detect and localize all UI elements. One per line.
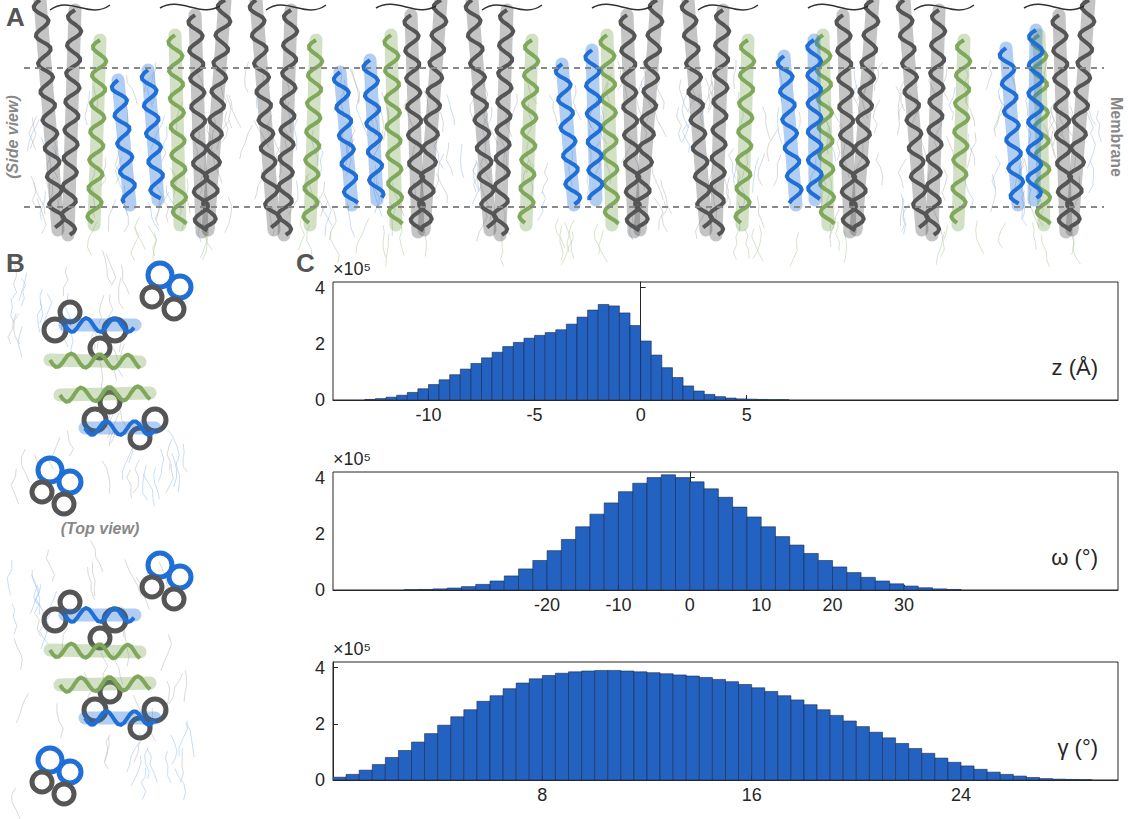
svg-text:-10: -10 (605, 595, 631, 615)
svg-text:0: 0 (685, 595, 695, 615)
svg-text:ω (°): ω (°) (1051, 545, 1098, 570)
svg-text:-5: -5 (527, 405, 543, 425)
svg-text:×10⁵: ×10⁵ (333, 639, 371, 659)
svg-text:B: B (6, 248, 25, 278)
svg-text:Membrane: Membrane (1108, 97, 1125, 177)
svg-text:(Side view): (Side view) (4, 95, 21, 179)
svg-text:4: 4 (315, 468, 325, 488)
svg-text:5: 5 (742, 405, 752, 425)
svg-text:2: 2 (315, 524, 325, 544)
svg-text:γ (°): γ (°) (1057, 735, 1098, 760)
svg-text:(Top view): (Top view) (61, 520, 140, 537)
svg-text:A: A (6, 2, 25, 32)
svg-text:2: 2 (315, 334, 325, 354)
svg-text:0: 0 (315, 580, 325, 600)
svg-text:2: 2 (315, 714, 325, 734)
svg-text:×10⁵: ×10⁵ (333, 259, 371, 279)
svg-text:30: 30 (894, 595, 914, 615)
svg-text:0: 0 (315, 770, 325, 790)
svg-text:z (Å): z (Å) (1052, 355, 1098, 380)
svg-text:4: 4 (315, 278, 325, 298)
svg-text:0: 0 (315, 390, 325, 410)
svg-text:24: 24 (951, 785, 971, 805)
svg-text:20: 20 (823, 595, 843, 615)
svg-text:16: 16 (742, 785, 762, 805)
svg-text:0: 0 (636, 405, 646, 425)
svg-text:×10⁵: ×10⁵ (333, 449, 371, 469)
svg-text:C: C (296, 248, 315, 278)
svg-text:8: 8 (537, 785, 547, 805)
svg-text:-20: -20 (534, 595, 560, 615)
svg-text:10: 10 (751, 595, 771, 615)
svg-text:-10: -10 (415, 405, 441, 425)
svg-text:4: 4 (315, 658, 325, 678)
